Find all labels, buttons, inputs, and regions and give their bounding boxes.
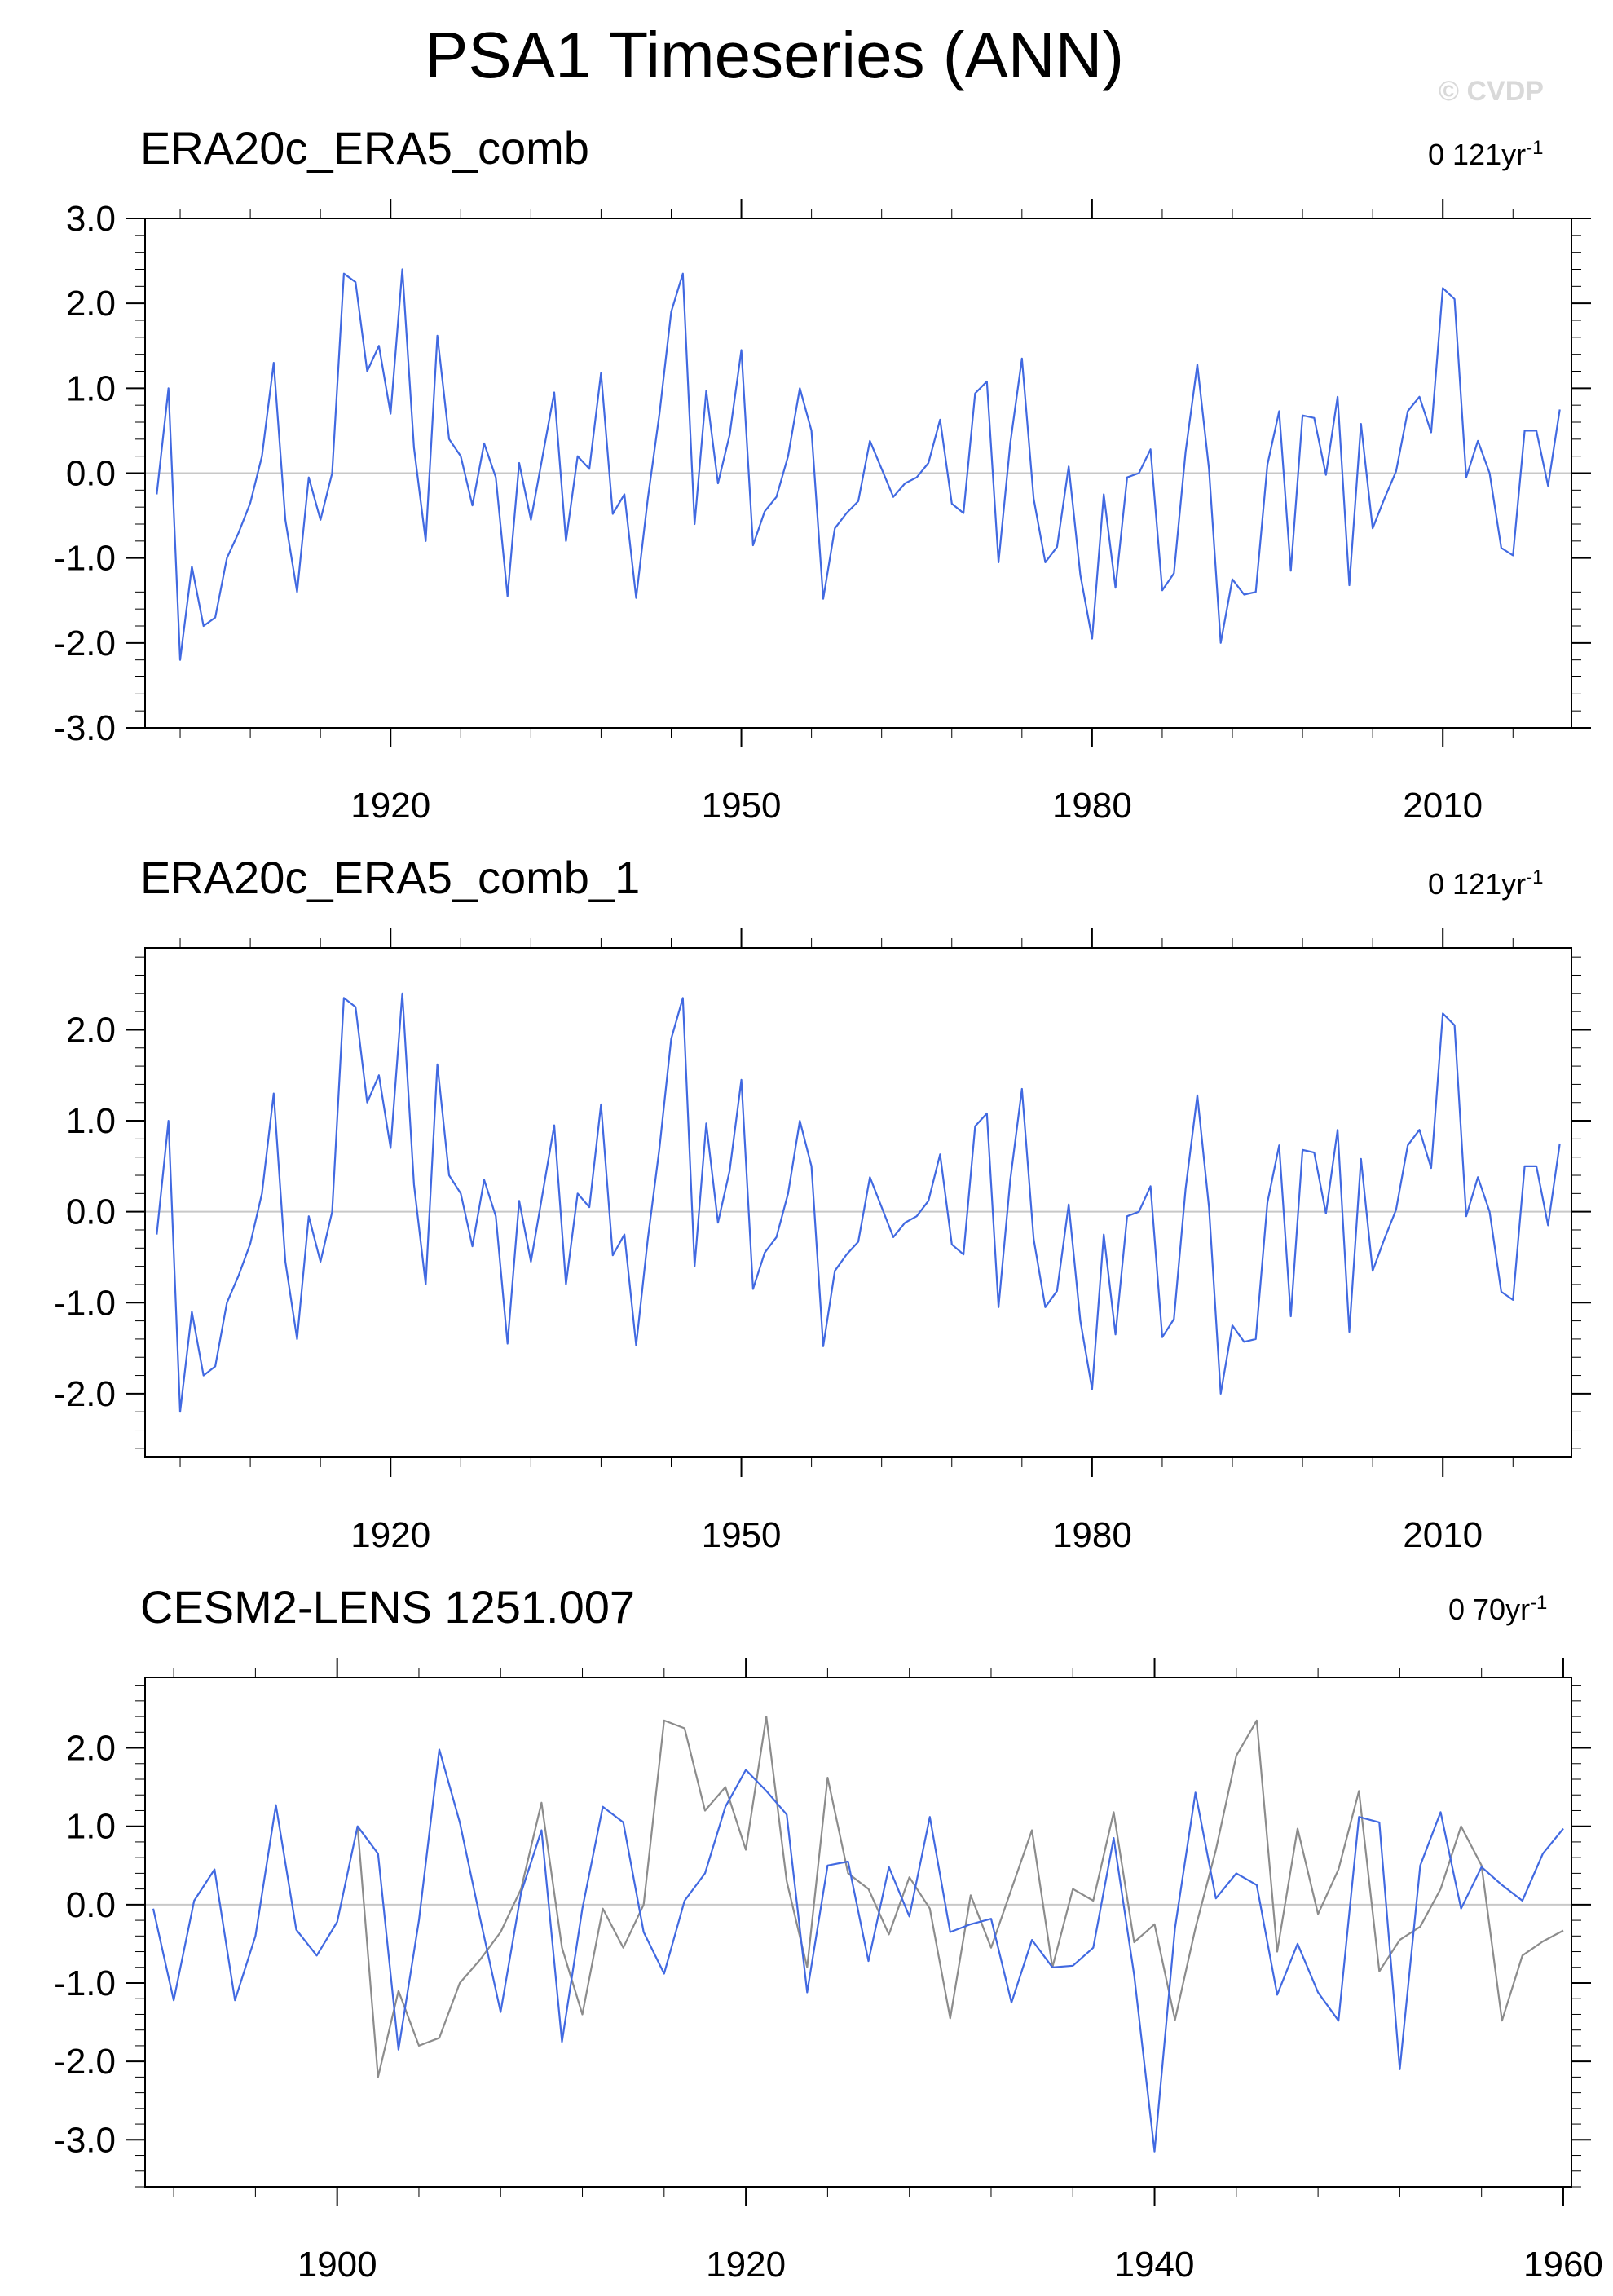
x-tick-label: 1980 <box>1052 1515 1132 1555</box>
x-tick-label: 2010 <box>1403 786 1483 826</box>
panel-2-plot: -2.0 -1.0 0.0 1.0 2.0 1920 1950 1980 2010 <box>54 928 1591 1555</box>
y-tick-label: -2.0 <box>54 2042 116 2082</box>
panel-3-trend-value: 0 70yr <box>1448 1593 1531 1626</box>
x-tick-label: 1950 <box>702 1515 782 1555</box>
y-tick-label: -1.0 <box>54 1963 116 2003</box>
y-tick-label: 1.0 <box>66 1807 116 1847</box>
y-tick-label: -1.0 <box>54 539 116 579</box>
panel-1-trend: 0 121yr-1 <box>1428 132 1543 171</box>
panel-2-title: ERA20c_ERA5_comb_1 <box>140 852 641 903</box>
y-tick-label: 2.0 <box>66 1729 116 1769</box>
y-tick-label: 3.0 <box>66 199 116 239</box>
panel-2-trend: 0 121yr-1 <box>1428 862 1543 901</box>
x-tick-label: 1980 <box>1052 786 1132 826</box>
x-tick-label: 1940 <box>1115 2245 1195 2285</box>
panel-1-title: ERA20c_ERA5_comb <box>140 122 589 174</box>
panel-2-trend-exponent: -1 <box>1526 866 1544 888</box>
panel-1-trend-exponent: -1 <box>1526 137 1544 159</box>
y-tick-label: 0.0 <box>66 1885 116 1925</box>
x-tick-label: 1950 <box>702 786 782 826</box>
y-tick-label: -1.0 <box>54 1283 116 1323</box>
plot-frame <box>144 218 1572 729</box>
y-tick-label: 2.0 <box>66 1010 116 1050</box>
x-tick-label: 1920 <box>350 1515 430 1555</box>
series-line <box>156 992 1561 1413</box>
y-tick-label: 0.0 <box>66 1192 116 1232</box>
x-tick-label: 1920 <box>706 2245 786 2285</box>
panel-3-trend: 0 70yr-1 <box>1448 1587 1547 1626</box>
x-tick-label: 1900 <box>297 2245 377 2285</box>
series-line <box>152 1748 1564 2153</box>
y-tick-label: 0.0 <box>66 454 116 494</box>
observed-overlay-line <box>356 1716 1564 2078</box>
watermark: © CVDP <box>1439 76 1544 107</box>
series-line <box>156 268 1561 661</box>
y-tick-label: -3.0 <box>54 708 116 748</box>
x-tick-label: 2010 <box>1403 1515 1483 1555</box>
panel-1-trend-value: 0 121yr <box>1428 138 1527 171</box>
y-tick-label: 2.0 <box>66 284 116 324</box>
x-tick-label: 1920 <box>350 786 430 826</box>
panel-3-title: CESM2-LENS 1251.007 <box>140 1581 636 1633</box>
panel-2-trend-value: 0 121yr <box>1428 867 1527 901</box>
panel-3-plot: -3.0 -2.0 -1.0 0.0 1.0 2.0 1900 1920 1940 1960 <box>54 1658 1603 2285</box>
plot-frame <box>144 1677 1572 2188</box>
y-tick-label: 1.0 <box>66 368 116 408</box>
y-tick-label: -2.0 <box>54 624 116 663</box>
panel-3-trend-exponent: -1 <box>1530 1592 1548 1614</box>
y-tick-label: -2.0 <box>54 1374 116 1414</box>
plot-frame <box>144 947 1572 1458</box>
panel-1-plot: -3.0 -2.0 -1.0 0.0 1.0 2.0 3.0 1920 1950 1980 2010 <box>54 199 1591 826</box>
y-tick-label: -3.0 <box>54 2120 116 2160</box>
x-tick-label: 1960 <box>1523 2245 1603 2285</box>
figure-title: PSA1 Timeseries (ANN) <box>425 19 1124 91</box>
y-tick-label: 1.0 <box>66 1101 116 1141</box>
